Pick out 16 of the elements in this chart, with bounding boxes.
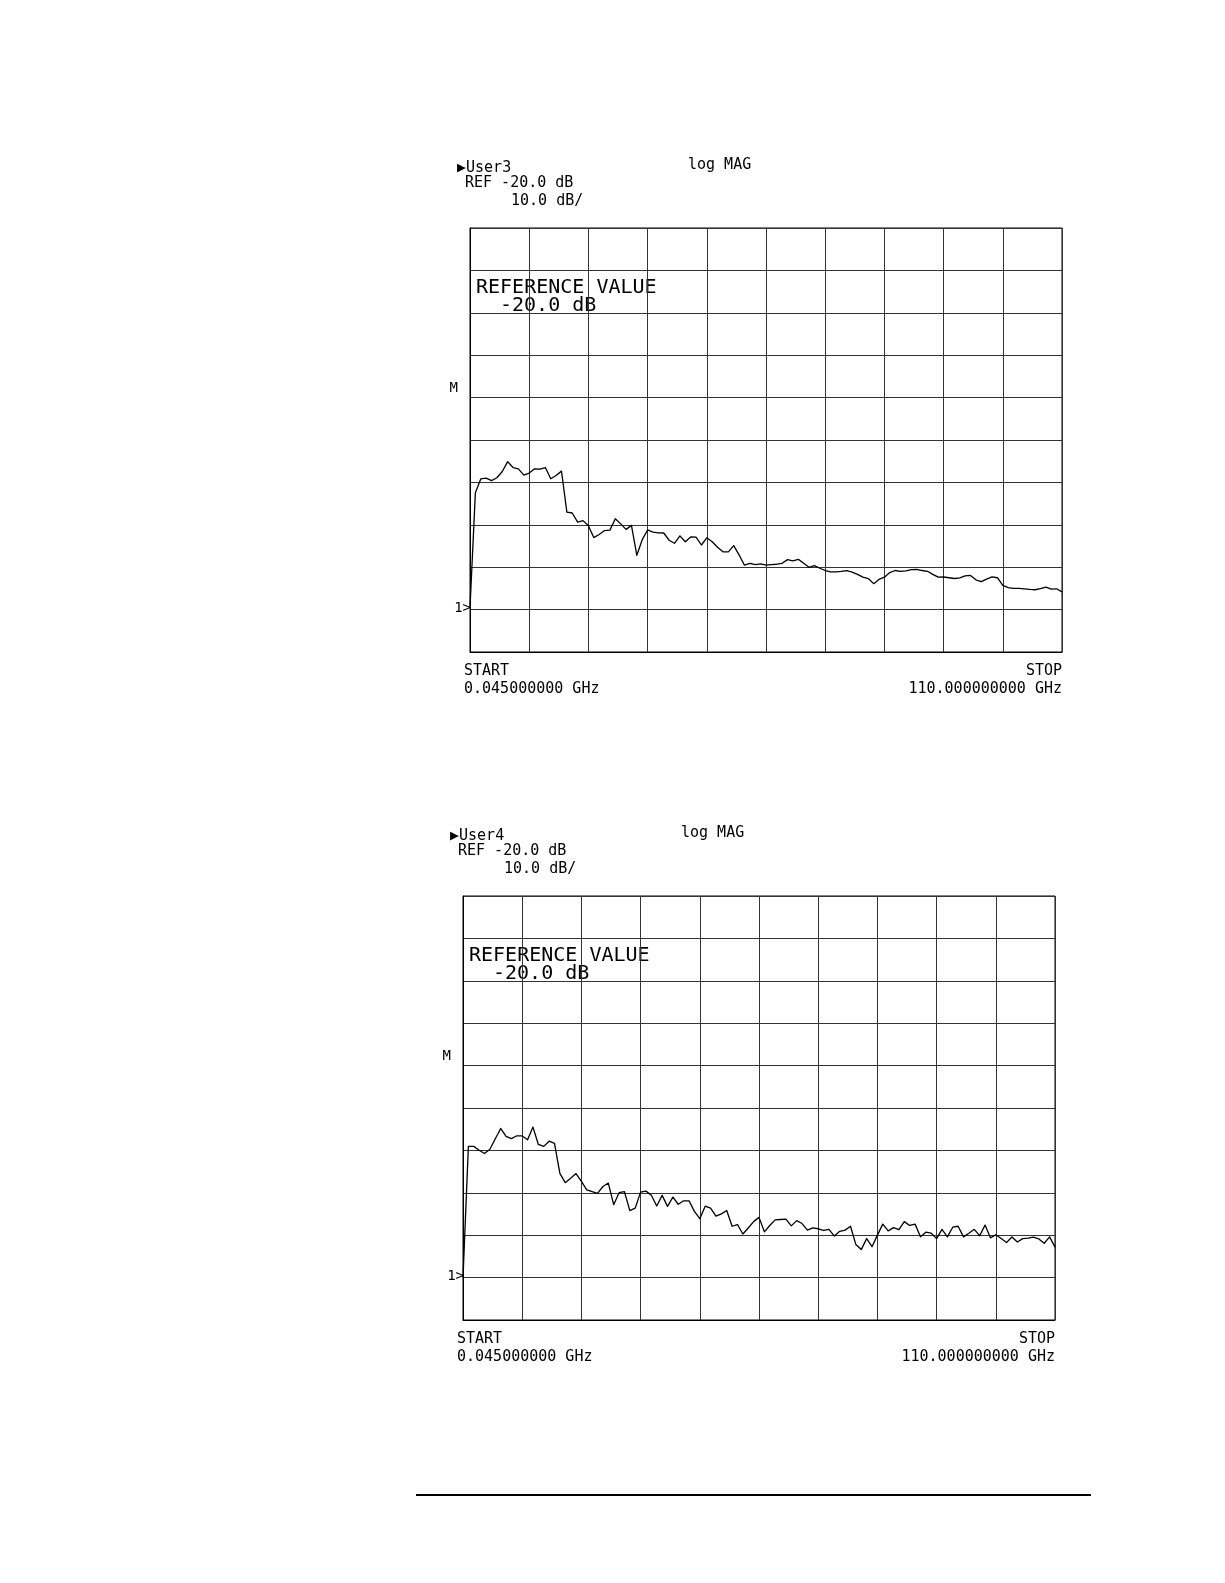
text: 10.0 dB/: [511, 190, 584, 209]
text: START: [464, 660, 510, 679]
text: 10.0 dB/: [504, 858, 577, 877]
annotation: 1>: [454, 599, 471, 615]
chart-subtitle: log MAG: [681, 822, 745, 841]
text: M: [442, 1047, 451, 1063]
text: 0.045000000 GHz: [457, 1346, 593, 1365]
text: START: [457, 1328, 503, 1347]
text: 110.000000000 GHz: [908, 678, 1062, 697]
chart-subtitle: log MAG: [688, 154, 752, 173]
text: STOP: [1025, 660, 1062, 679]
text: STOP: [1018, 1328, 1055, 1347]
text: M: [449, 379, 458, 395]
annotation: 1>: [447, 1267, 464, 1283]
text: 110.000000000 GHz: [901, 1346, 1055, 1365]
text: 0.045000000 GHz: [464, 678, 600, 697]
